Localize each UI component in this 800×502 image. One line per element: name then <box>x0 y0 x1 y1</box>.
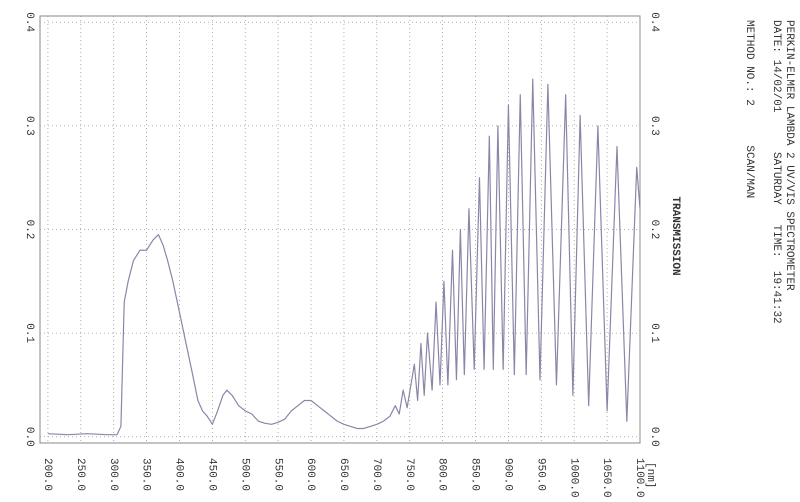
y-tick-label: 0.3 <box>23 116 35 136</box>
x-tick-label: 400.0 <box>173 458 185 491</box>
x-tick-label: 650.0 <box>337 458 349 491</box>
x-tick-label: 600.0 <box>304 458 316 491</box>
x-tick-label: 800.0 <box>436 458 448 491</box>
x-tick-label: 1050.0 <box>600 458 612 498</box>
y-tick-label: 0.1 <box>23 323 35 343</box>
x-tick-label: 500.0 <box>238 458 250 491</box>
x-tick-label: 1100.0 <box>633 458 645 498</box>
x-tick-label: 250.0 <box>74 458 86 491</box>
header-line: PERKIN-ELMER LAMBDA 2 UV/VIS SPECTROMETE… <box>783 20 795 291</box>
y-tick-label: 0.0 <box>23 427 35 447</box>
y-tick-label: 0.3 <box>648 116 660 136</box>
x-tick-label: 200.0 <box>41 458 53 491</box>
y-tick-label: 0.1 <box>648 323 660 343</box>
header-line: DATE: 14/02/01 SATURDAY TIME: 19:41:32 <box>770 20 782 324</box>
x-axis-label: [nm] <box>644 462 656 488</box>
y-tick-label: 0.2 <box>648 220 660 240</box>
x-tick-label: 750.0 <box>403 458 415 491</box>
x-tick-label: 950.0 <box>534 458 546 491</box>
x-tick-label: 350.0 <box>140 458 152 491</box>
y-tick-label: 0.4 <box>648 12 660 32</box>
x-tick-label: 450.0 <box>205 458 217 491</box>
header-line: METHOD NO.: 2 SCAN/MAN <box>743 20 755 198</box>
y-tick-label: 0.4 <box>23 12 35 32</box>
x-tick-label: 1000.0 <box>567 458 579 498</box>
x-tick-label: 550.0 <box>271 458 283 491</box>
x-tick-label: 900.0 <box>502 458 514 491</box>
y-tick-label: 0.2 <box>23 220 35 240</box>
spectrum-line <box>47 78 641 436</box>
y-tick-label: 0.0 <box>648 427 660 447</box>
y-axis-label: TRANSMISSION <box>669 196 681 275</box>
x-tick-label: 300.0 <box>107 458 119 491</box>
x-tick-label: 850.0 <box>469 458 481 491</box>
x-tick-label: 700.0 <box>370 458 382 491</box>
